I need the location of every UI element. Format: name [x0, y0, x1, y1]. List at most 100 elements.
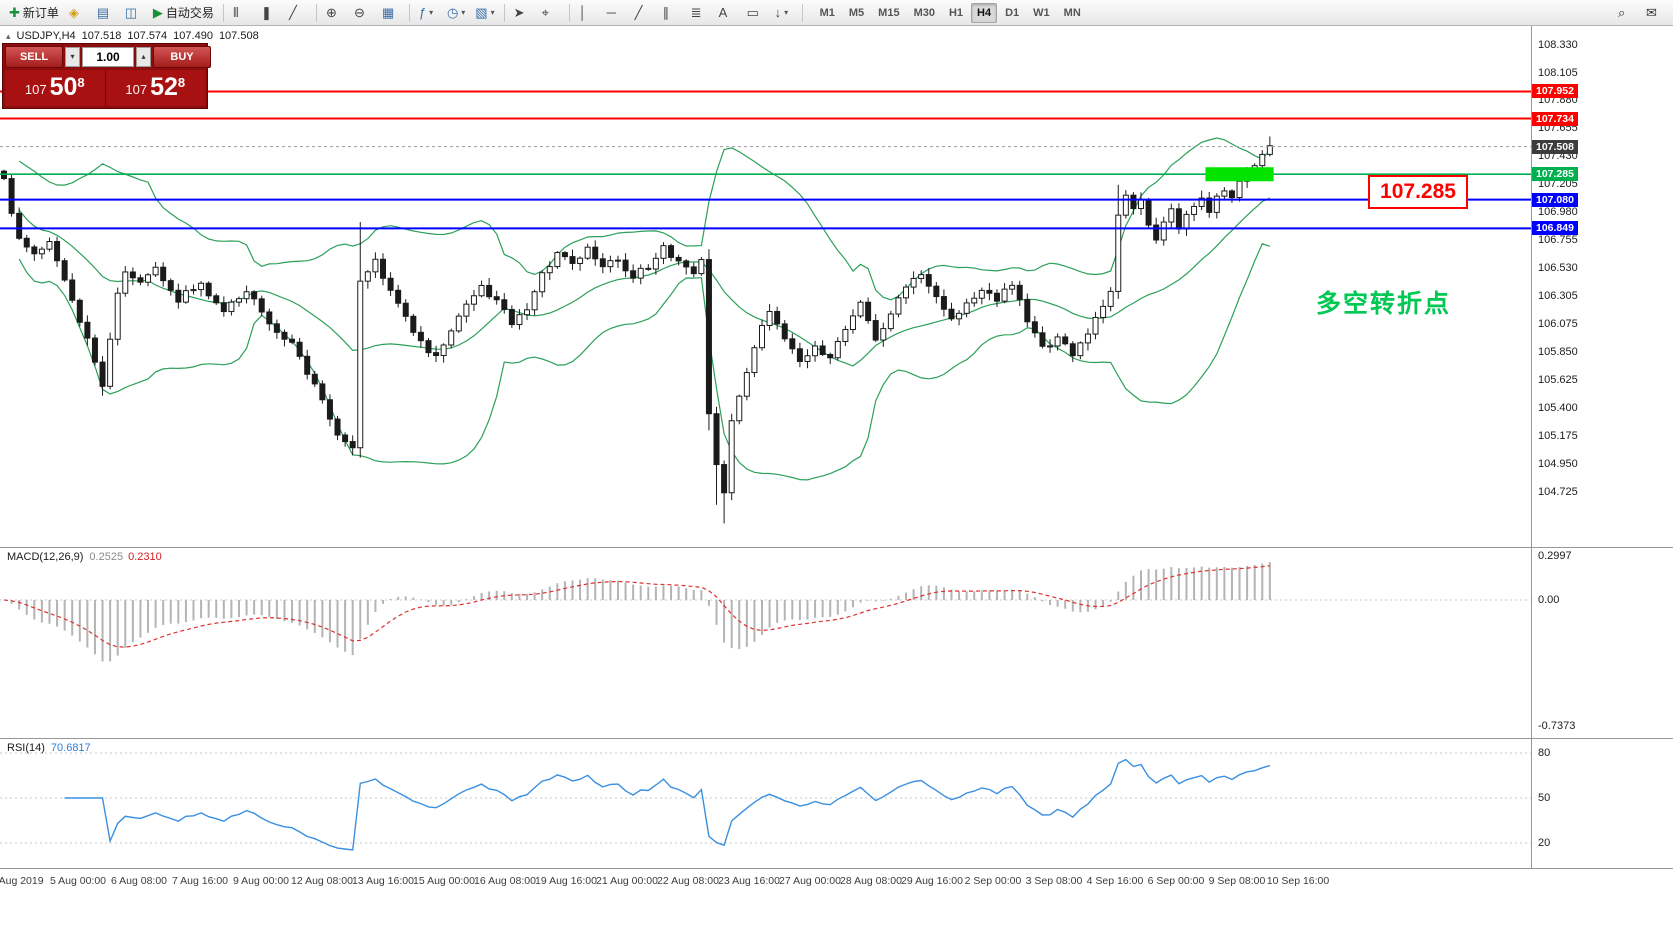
timeframe-h1[interactable]: H1 [948, 6, 964, 19]
sell-price-display[interactable]: 107 50 8 [5, 70, 105, 106]
toolbar-separator [408, 3, 410, 22]
caret-down-icon: ▾ [784, 8, 789, 17]
price-scale-label: 106.530 [1538, 261, 1578, 274]
buy-price-display[interactable]: 107 52 8 [106, 70, 206, 106]
rsi-scale-label: 50 [1538, 792, 1551, 804]
chat-button[interactable]: ✉ [1642, 2, 1668, 24]
rsi-scale[interactable]: 80 50 20 [1531, 739, 1673, 868]
fibonacci-button[interactable]: ≣ [687, 2, 713, 24]
macd-pane: 0.2997 0.00 -0.7373 MACD(12,26,9) 0.2525 0.2… [0, 548, 1673, 739]
volume-increase-button[interactable]: ▴ [136, 47, 151, 67]
time-axis-label: 29 Aug 16:00 [901, 875, 963, 887]
main-toolbar: ✚ 新订单 ◈ ▤ ◫ ▶ 自动交易 ⦀ ❚ ╱ ⊕ ⊖ ▦ ƒ ▾ ◷ ▾ ▧ ▾ ➤ ⌖ │ ─ ╱ ∥ ≣ A ▭ ↓ ▾ M1 M5… [0, 0, 1673, 26]
price-chart-canvas[interactable] [0, 26, 1531, 547]
zoom-out-button[interactable]: ⊖ [350, 2, 376, 24]
periods-button[interactable]: ◷ ▾ [443, 2, 469, 24]
time-axis-label: 9 Sep 08:00 [1208, 875, 1266, 887]
time-axis-label: 23 Aug 16:00 [718, 875, 780, 887]
crosshair-button[interactable]: ⌖ [538, 2, 564, 24]
time-axis-label: 2 Sep 00:00 [964, 875, 1022, 887]
line-chart-button[interactable]: ╱ [285, 2, 311, 24]
price-scale-label: 106.075 [1538, 318, 1578, 331]
timeframe-m15[interactable]: M15 [878, 6, 900, 19]
volume-input[interactable] [82, 47, 134, 67]
tile-windows-button[interactable]: ▦ [378, 2, 404, 24]
vertical-line-button[interactable]: │ [575, 2, 601, 24]
horizontal-line-icon: ─ [606, 5, 616, 20]
autotrading-label: 自动交易 [165, 6, 214, 20]
rsi-pane: 80 50 20 RSI(14) 70.6817 [0, 739, 1673, 869]
navigator-button[interactable]: ◫ [121, 2, 147, 24]
text-label-button[interactable]: ▭ [743, 2, 769, 24]
autotrading-button[interactable]: ▶ 自动交易 [149, 2, 218, 24]
equidistant-channel-button[interactable]: ∥ [659, 2, 685, 24]
price-tag: 107.952 [1532, 84, 1578, 99]
sell-button[interactable]: SELL [5, 46, 63, 68]
rsi-label: RSI(14) 70.6817 [7, 742, 91, 754]
candlestick-chart-icon: ❚ [260, 5, 272, 20]
templates-icon: ▧ [475, 5, 488, 20]
price-scale-label: 105.175 [1538, 429, 1578, 442]
price-scale[interactable]: 108.330 108.105 107.880 107.655 107.430 107.2… [1531, 26, 1673, 547]
cursor-button[interactable]: ➤ [510, 2, 536, 24]
timeframe-mn[interactable]: MN [1063, 6, 1081, 19]
volume-decrease-button[interactable]: ▾ [65, 47, 80, 67]
rsi-canvas[interactable] [0, 739, 1531, 868]
timeframe-m1[interactable]: M1 [819, 6, 835, 19]
market-watch-icon: ◈ [68, 5, 79, 20]
candlestick-chart-button[interactable]: ❚ [257, 2, 283, 24]
search-button[interactable]: ⌕ [1614, 2, 1640, 24]
turning-point-label[interactable]: 多空转折点 [1316, 290, 1452, 318]
close-value: 107.508 [218, 30, 259, 42]
timeframe-w1[interactable]: W1 [1033, 6, 1050, 19]
market-watch-button[interactable]: ◈ [65, 2, 91, 24]
navigator-icon: ◫ [124, 5, 138, 20]
open-value: 107.518 [81, 30, 122, 42]
macd-canvas[interactable] [0, 548, 1531, 738]
ohlc-info: ▴ USDJPY,H4 107.518 107.574 107.490 107.… [6, 30, 259, 42]
toolbar-right: ⌕ ✉ [1613, 2, 1669, 24]
caret-down-icon: ▾ [429, 8, 434, 17]
cursor-icon: ➤ [513, 5, 525, 20]
time-axis-label: 1 Aug 2019 [0, 875, 44, 887]
trendline-icon: ╱ [634, 5, 643, 20]
one-click-trading-panel: SELL ▾ ▴ BUY 107 50 8 107 52 [2, 43, 211, 109]
buy-price-pips: 52 [150, 73, 178, 101]
time-axis-label: 21 Aug 00:00 [596, 875, 658, 887]
indicators-button[interactable]: ƒ ▾ [415, 2, 441, 24]
timeframe-h4[interactable]: H4 [971, 2, 998, 23]
symbol-period-label: USDJPY,H4 [16, 30, 76, 42]
price-annotation-box[interactable]: 107.285 [1368, 175, 1468, 209]
timeframe-m30[interactable]: M30 [913, 6, 935, 19]
timeframe-d1[interactable]: D1 [1005, 6, 1020, 19]
collapse-icon[interactable]: ▴ [6, 30, 11, 41]
sell-price-figure: 107 [24, 82, 47, 97]
time-axis-label: 19 Aug 16:00 [535, 875, 597, 887]
templates-button[interactable]: ▧ ▾ [471, 2, 498, 24]
time-axis-label: 13 Aug 16:00 [352, 875, 414, 887]
rsi-value: 70.6817 [50, 742, 91, 754]
text-icon: A [718, 5, 728, 20]
zoom-in-button[interactable]: ⊕ [322, 2, 348, 24]
macd-scale[interactable]: 0.2997 0.00 -0.7373 [1531, 548, 1673, 738]
bar-chart-button[interactable]: ⦀ [229, 2, 255, 24]
buy-button[interactable]: BUY [153, 46, 211, 68]
rsi-scale-label: 80 [1538, 747, 1551, 759]
low-value: 107.490 [173, 30, 213, 42]
time-axis-label: 6 Aug 08:00 [110, 875, 168, 887]
caret-down-icon: ▾ [461, 8, 466, 17]
zoom-out-icon: ⊖ [353, 5, 365, 20]
new-order-button[interactable]: ✚ 新订单 [5, 2, 63, 24]
arrows-button[interactable]: ↓ ▾ [771, 2, 797, 24]
horizontal-line-button[interactable]: ─ [603, 2, 629, 24]
zoom-in-icon: ⊕ [325, 5, 337, 20]
toolbar-separator [222, 3, 224, 22]
timeframe-m5[interactable]: M5 [848, 6, 865, 19]
trendline-button[interactable]: ╱ [631, 2, 657, 24]
time-axis[interactable]: 1 Aug 2019 5 Aug 00:006 Aug 08:007 Aug 16… [0, 869, 1673, 903]
text-button[interactable]: A [715, 2, 741, 24]
arrows-icon: ↓ [774, 5, 782, 20]
data-window-button[interactable]: ▤ [93, 2, 119, 24]
time-axis-label: 3 Sep 08:00 [1025, 875, 1083, 887]
data-window-icon: ▤ [96, 5, 110, 20]
